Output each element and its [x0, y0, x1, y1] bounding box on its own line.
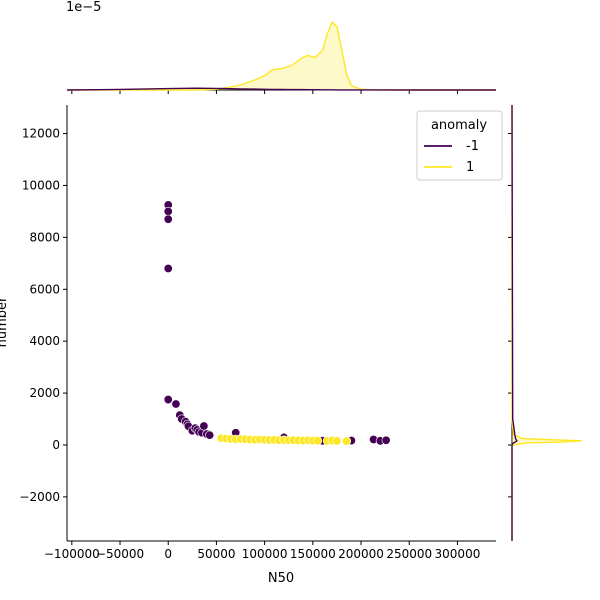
- y-tick-label: 4000: [29, 334, 60, 348]
- y-axis-label: number: [0, 296, 10, 347]
- point-anomaly-neg: [163, 214, 173, 224]
- legend-box: [416, 110, 503, 181]
- point-anomaly-neg: [163, 206, 173, 216]
- point-anomaly-pos: [332, 436, 342, 446]
- point-anomaly-neg: [381, 435, 391, 445]
- legend-label-neg: -1: [466, 139, 479, 154]
- top-density-area-pos: [67, 22, 496, 90]
- point-anomaly-neg: [163, 263, 173, 273]
- y-tick-label: 8000: [29, 230, 60, 244]
- x-tick-label: 100000: [242, 547, 288, 561]
- top-marginal-plot: [66, 21, 496, 94]
- legend-label-pos: 1: [466, 160, 474, 175]
- point-anomaly-neg: [163, 395, 173, 405]
- y-tick-label: 6000: [29, 282, 60, 296]
- x-tick-label: 50000: [197, 547, 235, 561]
- right-density-area-pos: [512, 105, 582, 541]
- point-anomaly-neg: [171, 399, 181, 409]
- main-axes: −100000−50000 0 50000 100000 150000 200000 250…: [19, 105, 496, 561]
- x-tick-label: 0: [164, 547, 172, 561]
- y-tick-label: 0: [52, 438, 60, 452]
- x-tick-label: 250000: [386, 547, 432, 561]
- y-tick-label: 10000: [22, 178, 60, 192]
- right-density-line-pos: [511, 105, 583, 541]
- top-marginal-offset-label: 1e−5: [66, 0, 101, 15]
- x-axis-label: N50: [268, 571, 294, 586]
- x-tick-label: 300000: [435, 547, 481, 561]
- point-anomaly-pos: [342, 436, 352, 446]
- point-anomaly-neg: [199, 421, 209, 431]
- x-tick-label: −50000: [96, 547, 144, 561]
- scatter-points: [163, 200, 391, 446]
- x-tick-label: 150000: [290, 547, 336, 561]
- y-tick-label: −2000: [19, 490, 60, 504]
- legend: anomaly -1 1: [416, 110, 503, 181]
- point-anomaly-neg: [205, 430, 215, 440]
- top-density-line-neg: [66, 87, 496, 91]
- x-tick-label: 200000: [338, 547, 384, 561]
- y-tick-label: 2000: [29, 386, 60, 400]
- right-density-line-neg: [511, 104, 518, 541]
- y-tick-label: 12000: [22, 127, 60, 141]
- top-density-line-pos: [67, 21, 496, 91]
- point-anomaly-pos: [313, 436, 323, 446]
- legend-title: anomaly: [431, 118, 487, 133]
- x-tick-label: −100000: [44, 547, 100, 561]
- right-marginal-plot: [508, 104, 583, 541]
